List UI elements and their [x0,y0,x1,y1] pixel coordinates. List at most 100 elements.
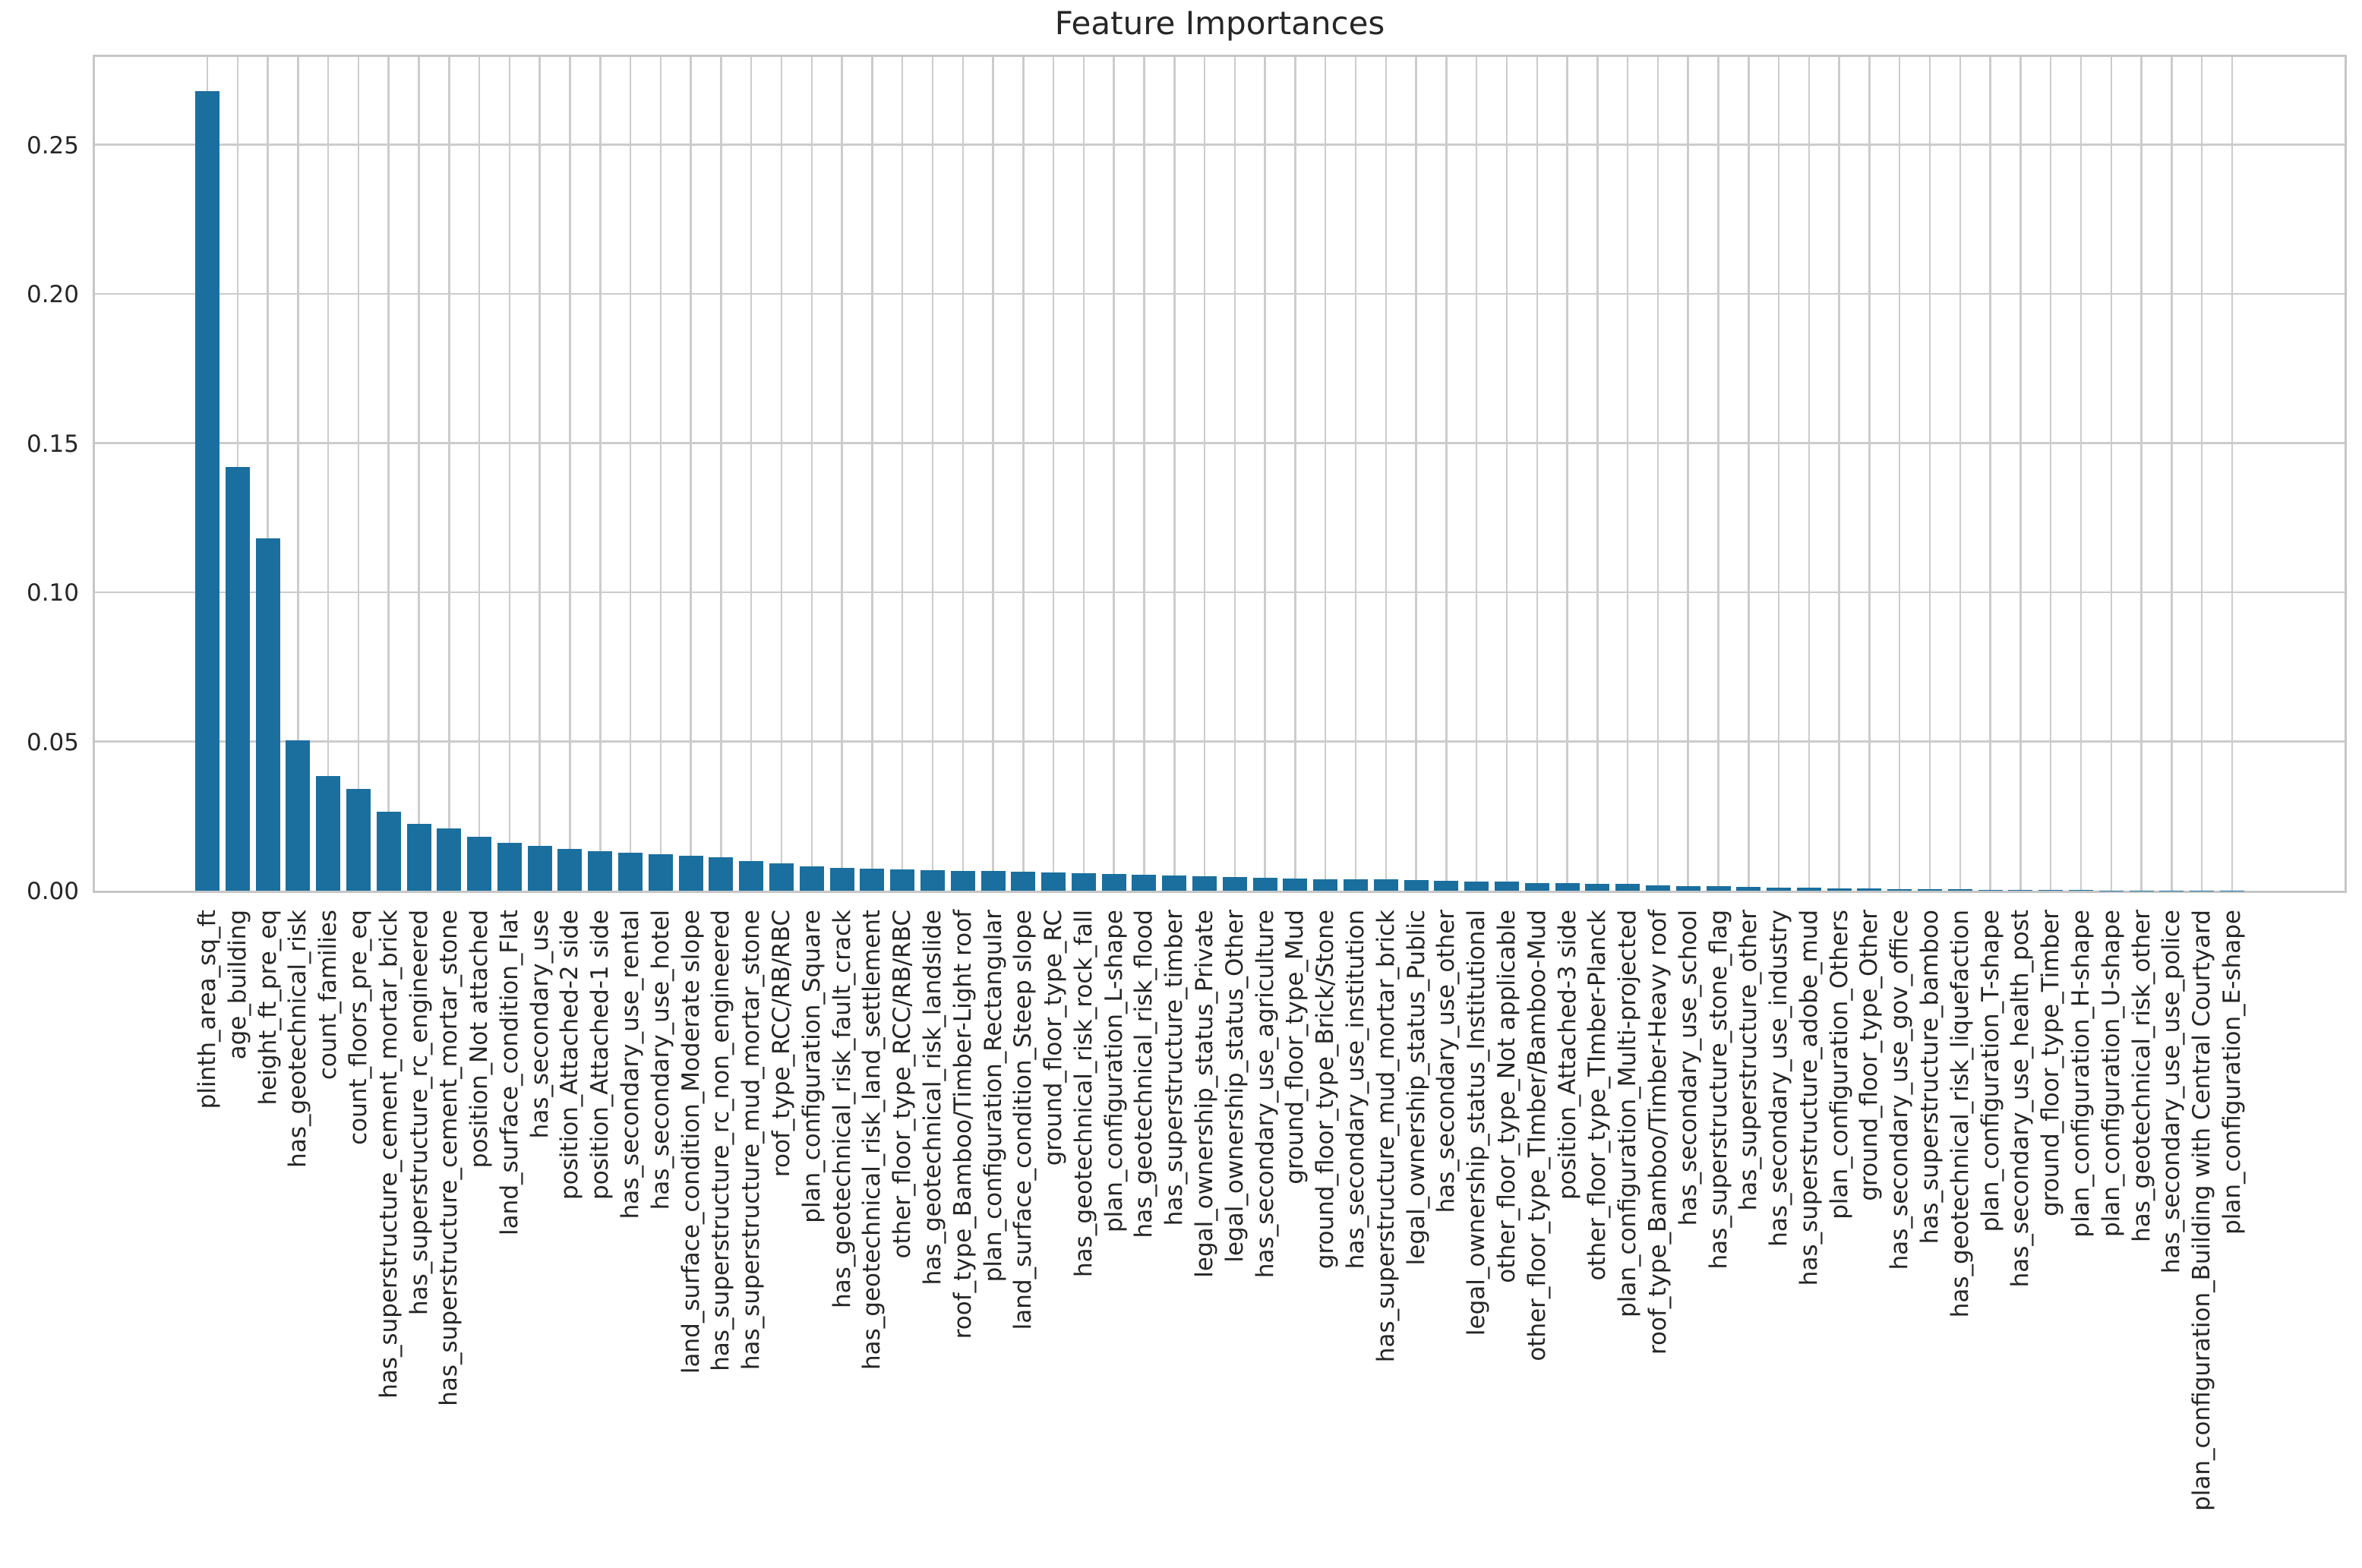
x-tick-label: ground_floor_type_Brick/Stone [1312,910,1340,1270]
x-tick-label: count_families [314,910,343,1081]
x-tick-label: plan_configuration_U-shape [2097,910,2125,1237]
v-gridline [1113,57,1115,891]
x-tick-label: has_superstructure_rc_engineered [405,910,433,1315]
x-tick-label: other_floor_type_Not applicable [1492,910,1520,1283]
v-gridline [538,57,541,891]
x-tick-label: roof_type_Bamboo/Timber-Heavy roof [1644,910,1672,1355]
x-tick-label: plinth_area_sq_ft [194,910,221,1109]
bar [1222,876,1247,891]
x-tick-label: has_superstructure_mud_mortar_brick [1372,910,1400,1363]
y-tick-label: 0.00 [26,878,79,905]
bar [1344,879,1369,891]
bar [1645,885,1670,891]
v-gridline [931,57,934,891]
v-gridline [1505,57,1508,891]
v-gridline [1838,57,1840,891]
bar [1313,879,1338,891]
v-gridline [1203,57,1206,891]
x-tick-label: has_secondary_use_agriculture [1251,910,1279,1279]
v-gridline [1656,57,1659,891]
v-gridline [720,57,722,891]
bar [1947,889,1972,891]
v-gridline [659,57,662,891]
x-tick-label: ground_floor_type_Mud [1281,910,1309,1185]
bar [1101,874,1126,891]
bar [739,861,764,891]
x-tick-label: has_superstructure_other [1735,910,1763,1211]
x-tick-label: position_Attached-1 side [586,910,614,1200]
bar [890,869,915,891]
x-tick-label: age_building [223,910,251,1060]
v-gridline [901,57,904,891]
bar [1857,888,1882,891]
x-tick-label: has_geotechnical_risk_liquefaction [1946,910,1974,1318]
h-gridline [95,740,2345,743]
v-gridline [1808,57,1811,891]
x-tick-label: has_superstructure_timber [1160,910,1189,1226]
bar [1283,878,1308,891]
bar [1404,880,1429,891]
v-gridline [1354,57,1357,891]
bar [618,853,643,891]
x-tick-label: has_secondary_use_other [1432,910,1460,1213]
v-gridline [508,57,511,891]
bar [497,843,522,891]
x-tick-label: position_Not attached [466,910,494,1169]
bar [1675,885,1700,891]
v-gridline [1143,57,1145,891]
bar [406,823,431,891]
v-gridline [1324,57,1327,891]
v-gridline [1475,57,1478,891]
v-gridline [1536,57,1538,891]
x-tick-label: plan_configuration_Rectangular [979,910,1007,1282]
v-gridline [871,57,873,891]
v-gridline [2019,57,2022,891]
v-gridline [1777,57,1780,891]
x-tick-label: other_floor_type_RCC/RB/RBC [889,910,917,1259]
bar [588,851,613,891]
bar [648,854,673,891]
bar [2008,890,2033,891]
bar [467,837,492,891]
x-tick-label: plan_configuration_Square [797,910,826,1223]
x-tick-label: has_superstructure_adobe_mud [1795,910,1823,1286]
x-tick-label: has_superstructure_bamboo [1916,910,1944,1245]
v-gridline [992,57,994,891]
x-tick-label: roof_type_RCC/RB/RBC [768,910,795,1178]
v-gridline [2231,57,2234,891]
v-gridline [1989,57,1991,891]
x-tick-label: has_secondary_use [526,910,554,1139]
x-tick-label: has_geotechnical_risk_landslide [918,910,946,1286]
v-gridline [2200,57,2203,891]
v-gridline [478,57,481,891]
x-tick-label: land_surface_condition_Moderate slope [677,910,705,1374]
x-tick-label: legal_ownership_status_Institutional [1463,910,1491,1336]
v-gridline [418,57,420,891]
v-gridline [1898,57,1901,891]
x-tick-label: ground_floor_type_Other [1855,910,1884,1201]
bar [376,811,401,891]
v-gridline [1596,57,1599,891]
v-gridline [2110,57,2113,891]
bar [346,789,371,891]
x-tick-label: has_secondary_use_hotel [646,910,674,1210]
x-tick-label: plan_configuration_L-shape [1100,910,1128,1233]
y-tick-label: 0.05 [26,728,79,756]
bar [527,846,552,891]
bar [920,869,945,891]
v-gridline [1294,57,1296,891]
bar [255,538,280,891]
v-gridline [1687,57,1689,891]
v-gridline [1082,57,1085,891]
x-tick-label: has_superstructure_stone_flag [1704,910,1732,1270]
bar [950,870,975,891]
x-tick-label: has_superstructure_mud_mortar_stone [737,910,766,1371]
h-gridline [95,144,2345,146]
v-gridline [1928,57,1931,891]
bar [1524,882,1549,891]
v-gridline [2140,57,2143,891]
bar [2068,890,2093,891]
v-gridline [387,57,390,891]
v-gridline [1052,57,1055,891]
